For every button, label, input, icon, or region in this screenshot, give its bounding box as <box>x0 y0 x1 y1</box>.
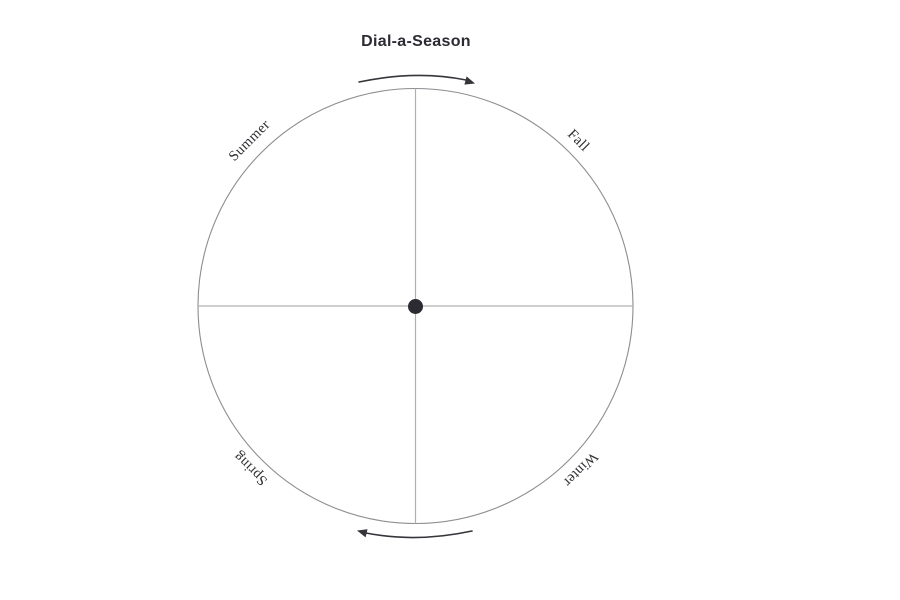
pivot-dot-icon <box>408 299 423 314</box>
arc-arrow-right-icon[interactable] <box>358 74 475 85</box>
arc-arrow-left-icon[interactable] <box>357 529 473 539</box>
diagram-title: Dial-a-Season <box>361 33 471 50</box>
